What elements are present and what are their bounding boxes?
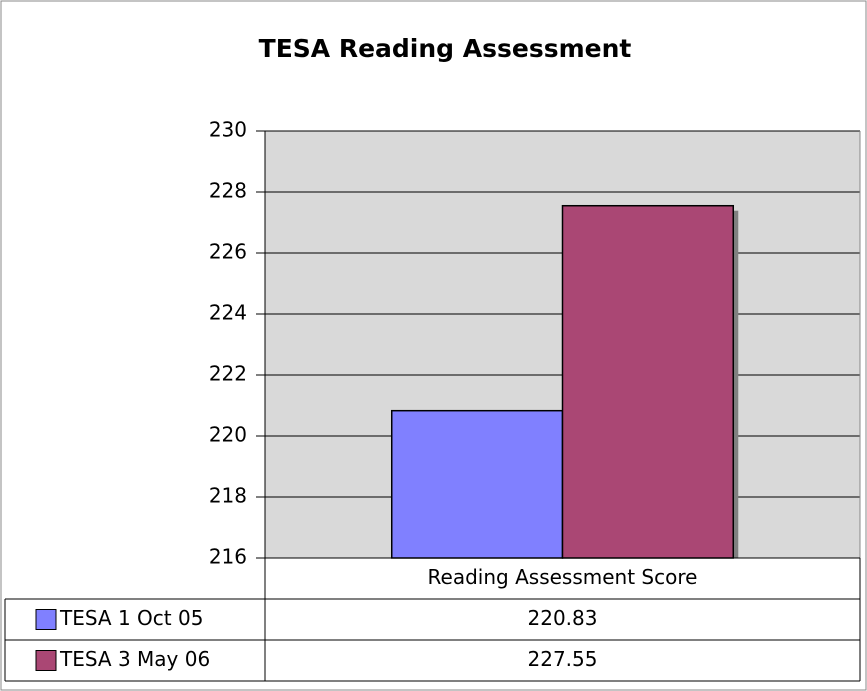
y-tick-label: 228 bbox=[209, 179, 247, 203]
x-tick-label: Reading Assessment Score bbox=[428, 565, 698, 589]
y-tick-label: 230 bbox=[209, 118, 247, 142]
y-tick-label: 226 bbox=[209, 240, 247, 264]
legend-label: TESA 3 May 06 bbox=[59, 647, 210, 671]
table-value: 227.55 bbox=[528, 647, 598, 671]
bar bbox=[390, 409, 564, 559]
legend-swatch bbox=[35, 650, 57, 671]
y-tick-label: 222 bbox=[209, 362, 247, 386]
table-value: 220.83 bbox=[528, 606, 598, 630]
y-tick-label: 224 bbox=[209, 301, 247, 325]
legend-swatch bbox=[35, 609, 57, 630]
bar bbox=[561, 204, 735, 559]
legend-label: TESA 1 Oct 05 bbox=[59, 606, 203, 630]
y-tick-label: 218 bbox=[209, 484, 247, 508]
y-tick-label: 216 bbox=[209, 545, 247, 569]
chart-title: TESA Reading Assessment bbox=[259, 34, 632, 63]
y-tick-label: 220 bbox=[209, 423, 247, 447]
